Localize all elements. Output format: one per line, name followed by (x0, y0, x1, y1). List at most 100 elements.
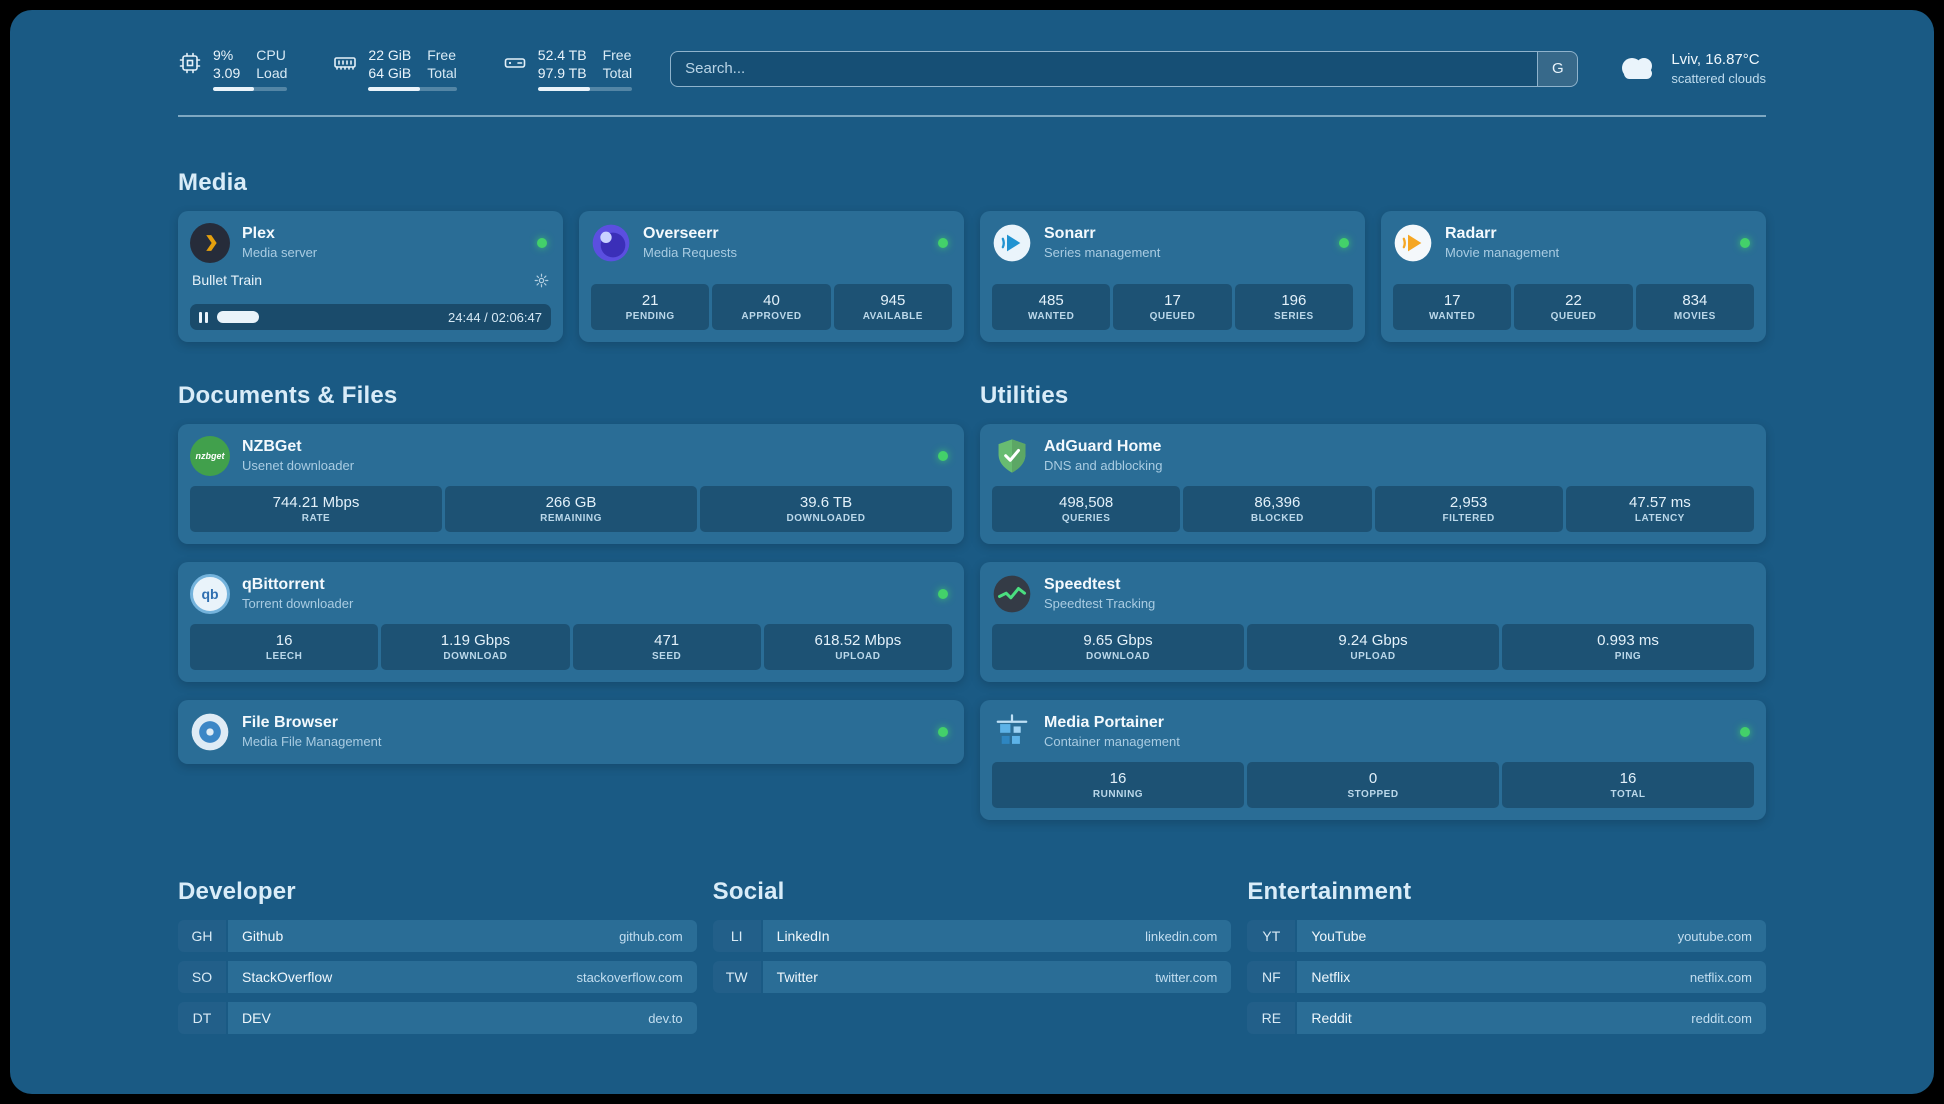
service-name: Speedtest (1044, 576, 1121, 593)
status-dot (1740, 727, 1750, 737)
stat-download: 1.19 Gbps DOWNLOAD (381, 624, 570, 670)
sonarr-icon (992, 223, 1032, 263)
bookmark-name: Netflix (1311, 969, 1351, 985)
bookmark-netflix[interactable]: NF Netflix netflix.com (1247, 961, 1766, 993)
service-subtitle: Media File Management (242, 734, 382, 749)
search-provider-button[interactable]: G (1537, 51, 1578, 86)
bookmark-url: reddit.com (1691, 1010, 1752, 1026)
bookmark-url: youtube.com (1677, 928, 1752, 944)
bookmark-reddit[interactable]: RE Reddit reddit.com (1247, 1002, 1766, 1034)
section-title-entertainment: Entertainment (1247, 878, 1412, 905)
service-subtitle: Movie management (1445, 245, 1560, 260)
service-name: Radarr (1445, 225, 1497, 242)
bookmark-group-social: Social LI LinkedIn linkedin.com TW Twitt… (712, 878, 1232, 1034)
gear-icon[interactable] (534, 273, 549, 288)
overseerr-icon (591, 223, 631, 263)
bookmark-name: DEV (242, 1010, 271, 1026)
memory-free-value: 22 GiB (368, 47, 412, 63)
service-card-plex[interactable]: Plex Media server Bullet Train (178, 211, 563, 342)
stat-queued: 17 QUEUED (1113, 284, 1232, 330)
service-card-adguard[interactable]: AdGuard Home DNS and adblocking 498,508 … (980, 424, 1766, 544)
portainer-icon (992, 712, 1032, 752)
memory-progress-fill (368, 87, 420, 91)
status-dot (1339, 238, 1349, 248)
service-card-radarr[interactable]: Radarr Movie management 17 WANTED 22 QUE… (1381, 211, 1766, 342)
disk-progress-fill (537, 87, 590, 91)
bookmark-stackoverflow[interactable]: SO StackOverflow stackoverflow.com (178, 961, 697, 993)
service-subtitle: Usenet downloader (242, 458, 355, 473)
weather-location: Lviv, 16.87°C (1671, 50, 1760, 68)
stat-wanted: 17 WANTED (1393, 284, 1512, 330)
bookmark-linkedin[interactable]: LI LinkedIn linkedin.com (712, 920, 1232, 952)
memory-free-label: Free (427, 47, 457, 63)
service-card-speedtest[interactable]: Speedtest Speedtest Tracking 9.65 Gbps D… (980, 562, 1766, 682)
search-input[interactable] (671, 51, 1538, 86)
service-name: qBittorrent (242, 576, 325, 593)
bookmark-name: YouTube (1311, 928, 1367, 944)
bookmark-name: Reddit (1311, 1010, 1352, 1026)
service-card-portainer[interactable]: Media Portainer Container management 16 … (980, 700, 1766, 820)
bookmark-name: LinkedIn (776, 928, 830, 944)
bookmark-abbr: LI (712, 920, 761, 952)
service-subtitle: Container management (1044, 734, 1180, 749)
service-subtitle: Series management (1044, 245, 1161, 260)
service-subtitle: Media Requests (643, 245, 737, 260)
stat-pending: 21 PENDING (591, 284, 710, 330)
memory-total-label: Total (427, 65, 457, 81)
playback-bar: 24:44 / 02:06:47 (190, 304, 551, 330)
disk-free-label: Free (602, 47, 632, 63)
stat-upload: 9.24 Gbps UPLOAD (1247, 624, 1499, 670)
bookmark-name: StackOverflow (242, 969, 333, 985)
section-utilities: Utilities AdGuard Home (980, 382, 1766, 820)
pause-button[interactable] (199, 311, 208, 323)
bookmark-url: twitter.com (1155, 969, 1218, 985)
bookmark-twitter[interactable]: TW Twitter twitter.com (712, 961, 1232, 993)
service-card-sonarr[interactable]: Sonarr Series management 485 WANTED 17 Q… (980, 211, 1365, 342)
bookmark-group-entertainment: Entertainment YT YouTube youtube.com NF … (1247, 878, 1766, 1034)
status-dot (938, 727, 948, 737)
memory-progress-bar (368, 87, 457, 91)
cpu-load-label: Load (256, 65, 288, 81)
bookmark-youtube[interactable]: YT YouTube youtube.com (1247, 920, 1766, 952)
service-card-filebrowser[interactable]: File Browser Media File Management (178, 700, 964, 764)
status-dot (938, 451, 948, 461)
section-title-social: Social (712, 878, 785, 905)
stat-rate: 744.21 Mbps RATE (190, 486, 442, 532)
stat-remaining: 266 GB REMAINING (445, 486, 697, 532)
bookmark-dev[interactable]: DT DEV dev.to (178, 1002, 697, 1034)
service-name: Plex (242, 225, 275, 242)
bookmark-name: Twitter (776, 969, 818, 985)
bookmark-abbr: NF (1247, 961, 1296, 993)
stat-queries: 498,508 QUERIES (992, 486, 1181, 532)
resource-widgets: 9% 3.09 CPU Load (178, 46, 633, 91)
weather-condition: scattered clouds (1671, 70, 1766, 86)
search-bar[interactable]: G (670, 50, 1579, 87)
playback-progress-track[interactable] (217, 311, 439, 323)
service-name: Sonarr (1044, 225, 1096, 242)
bookmark-github[interactable]: GH Github github.com (178, 920, 697, 952)
stat-upload: 618.52 Mbps UPLOAD (763, 624, 952, 670)
bookmark-url: netflix.com (1689, 969, 1752, 985)
stat-filtered: 2,953 FILTERED (1374, 486, 1563, 532)
disk-total-value: 97.9 TB (537, 65, 587, 81)
dashboard-page: 9% 3.09 CPU Load (10, 10, 1934, 1094)
stat-download: 9.65 Gbps DOWNLOAD (992, 624, 1244, 670)
service-subtitle: DNS and adblocking (1044, 458, 1163, 473)
memory-icon (333, 51, 357, 91)
bookmark-abbr: DT (178, 1002, 226, 1034)
bookmark-url: dev.to (648, 1010, 683, 1026)
service-card-qbittorrent[interactable]: qb qBittorrent Torrent downloader 16 LEE… (178, 562, 964, 682)
status-dot (1740, 238, 1750, 248)
playback-progress-fill (217, 311, 260, 323)
stat-ping: 0.993 ms PING (1502, 624, 1754, 670)
stat-series: 196 SERIES (1234, 284, 1353, 330)
service-card-nzbget[interactable]: nzbget NZBGet Usenet downloader 744.21 M… (178, 424, 964, 544)
bookmark-abbr: SO (178, 961, 226, 993)
section-title-utilities: Utilities (980, 382, 1069, 409)
service-card-overseerr[interactable]: Overseerr Media Requests 21 PENDING 40 A… (579, 211, 964, 342)
section-title-documents: Documents & Files (178, 382, 398, 409)
stat-approved: 40 APPROVED (712, 284, 831, 330)
bookmark-abbr: YT (1247, 920, 1296, 952)
topbar: 9% 3.09 CPU Load (178, 46, 1766, 91)
disk-widget: 52.4 TB 97.9 TB Free Total (503, 46, 633, 91)
